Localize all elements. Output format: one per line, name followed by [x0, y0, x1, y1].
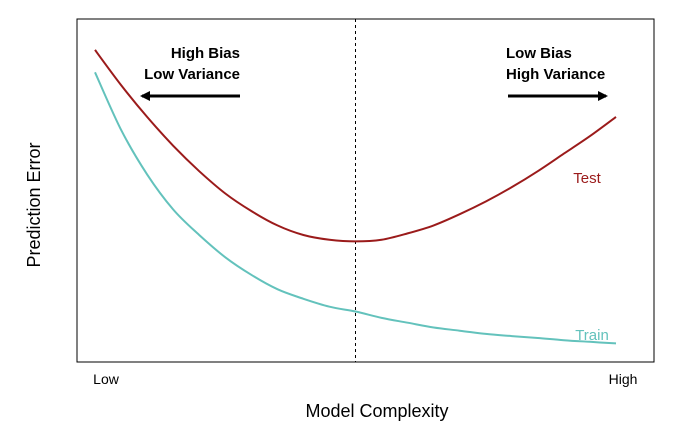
annotation-low-bias: Low Bias: [506, 45, 572, 62]
x-axis-label: Model Complexity: [305, 401, 448, 421]
annotation-high-variance: High Variance: [506, 66, 605, 83]
x-tick-label-high: High: [609, 371, 638, 387]
annotation-high-bias: High Bias: [171, 45, 240, 62]
series-line-test: [94, 49, 617, 243]
y-axis-label: Prediction Error: [24, 142, 44, 267]
series-label-test: Test: [573, 170, 601, 187]
plot-frame: [76, 18, 655, 363]
series-label-train: Train: [575, 327, 609, 344]
x-tick-label-low: Low: [93, 371, 120, 387]
series-line-train: [94, 71, 617, 345]
annotation-low-variance: Low Variance: [144, 66, 240, 83]
